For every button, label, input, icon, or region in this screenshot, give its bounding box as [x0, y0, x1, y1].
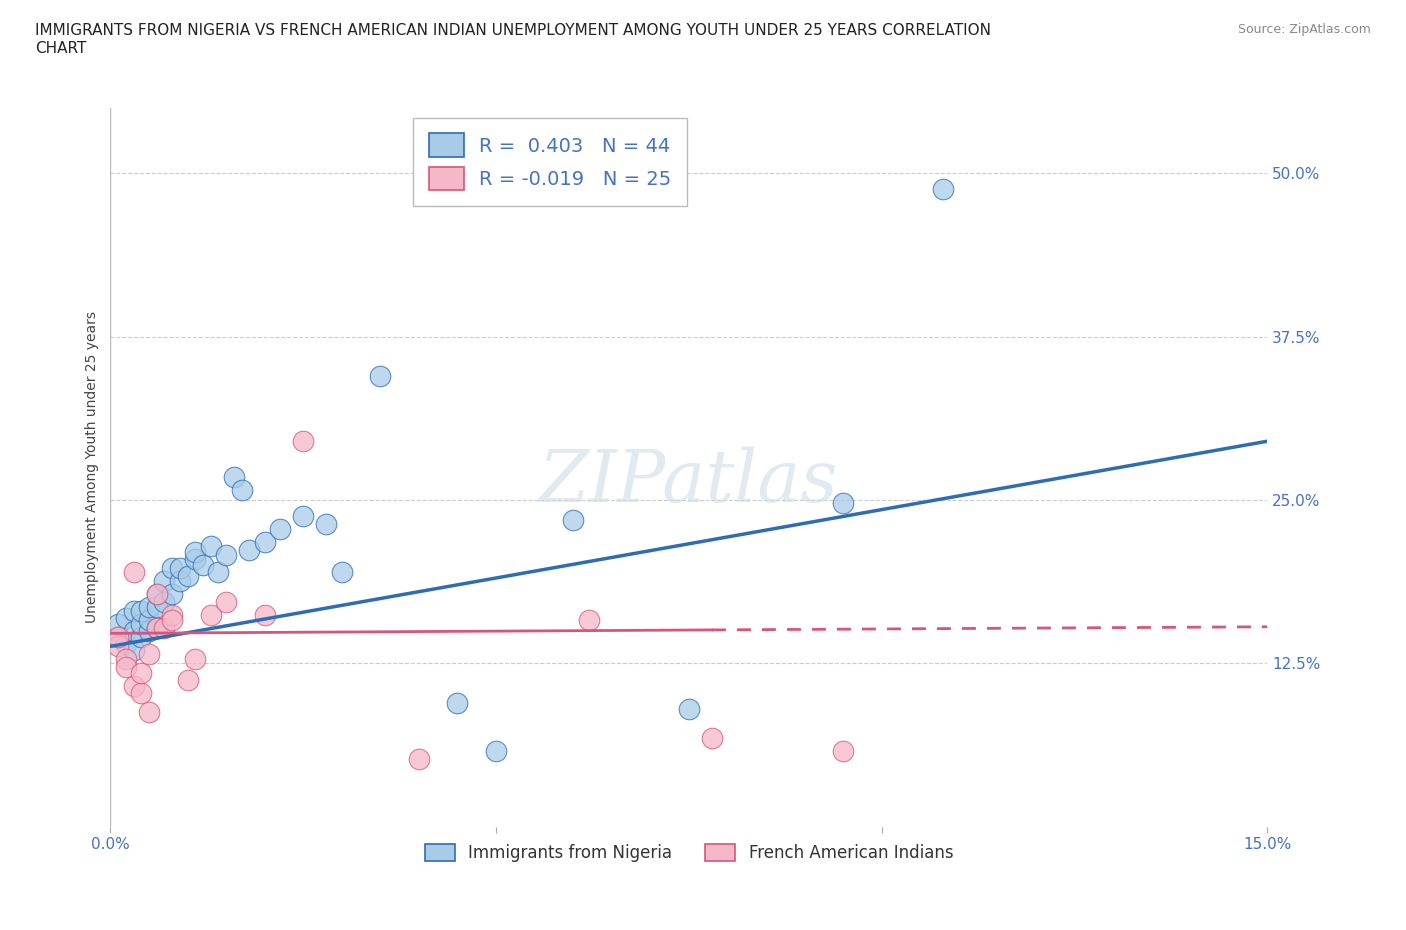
Point [107, 639, 129, 654]
Point [700, 730, 723, 745]
Point [114, 610, 136, 625]
Point [446, 695, 468, 710]
Point [184, 551, 207, 566]
Point [269, 522, 291, 537]
Point [160, 607, 183, 622]
Text: Source: ZipAtlas.com: Source: ZipAtlas.com [1237, 23, 1371, 36]
Point [138, 623, 160, 638]
Point [169, 574, 191, 589]
Text: ZIPatlas: ZIPatlas [538, 446, 839, 517]
Point [184, 652, 207, 667]
Point [932, 181, 955, 196]
Point [184, 545, 207, 560]
Point [222, 469, 245, 484]
Point [253, 607, 276, 622]
Point [253, 535, 276, 550]
Point [145, 600, 167, 615]
Point [114, 652, 136, 667]
Point [176, 673, 198, 688]
Point [122, 643, 145, 658]
Point [215, 594, 238, 609]
Point [169, 561, 191, 576]
Point [207, 565, 229, 579]
Point [107, 630, 129, 644]
Point [138, 613, 160, 628]
Point [231, 482, 253, 497]
Point [292, 433, 315, 448]
Point [129, 604, 152, 618]
Point [215, 548, 238, 563]
Point [114, 660, 136, 675]
Point [145, 620, 167, 635]
Point [145, 587, 167, 602]
Point [129, 630, 152, 644]
Point [160, 587, 183, 602]
Point [153, 620, 176, 635]
Point [176, 568, 198, 583]
Point [138, 704, 160, 719]
Point [122, 604, 145, 618]
Point [129, 686, 152, 701]
Point [138, 646, 160, 661]
Point [200, 538, 222, 553]
Point [832, 743, 855, 758]
Point [145, 587, 167, 602]
Point [122, 678, 145, 693]
Point [107, 630, 129, 644]
Point [122, 623, 145, 638]
Point [330, 565, 353, 579]
Point [129, 665, 152, 680]
Point [200, 607, 222, 622]
Point [832, 495, 855, 510]
Point [370, 368, 392, 383]
Point [145, 620, 167, 635]
Point [408, 751, 430, 766]
Y-axis label: Unemployment Among Youth under 25 years: Unemployment Among Youth under 25 years [86, 312, 100, 623]
Point [153, 574, 176, 589]
Point [562, 512, 585, 527]
Point [485, 743, 508, 758]
Point [153, 594, 176, 609]
Point [107, 617, 129, 631]
Point [138, 600, 160, 615]
Point [114, 636, 136, 651]
Point [122, 565, 145, 579]
Legend: Immigrants from Nigeria, French American Indians: Immigrants from Nigeria, French American… [418, 837, 960, 869]
Point [191, 558, 214, 573]
Point [129, 617, 152, 631]
Point [578, 613, 600, 628]
Point [292, 509, 315, 524]
Point [315, 516, 337, 531]
Text: IMMIGRANTS FROM NIGERIA VS FRENCH AMERICAN INDIAN UNEMPLOYMENT AMONG YOUTH UNDER: IMMIGRANTS FROM NIGERIA VS FRENCH AMERIC… [35, 23, 991, 56]
Point [160, 561, 183, 576]
Point [678, 701, 700, 716]
Point [160, 613, 183, 628]
Point [238, 542, 260, 557]
